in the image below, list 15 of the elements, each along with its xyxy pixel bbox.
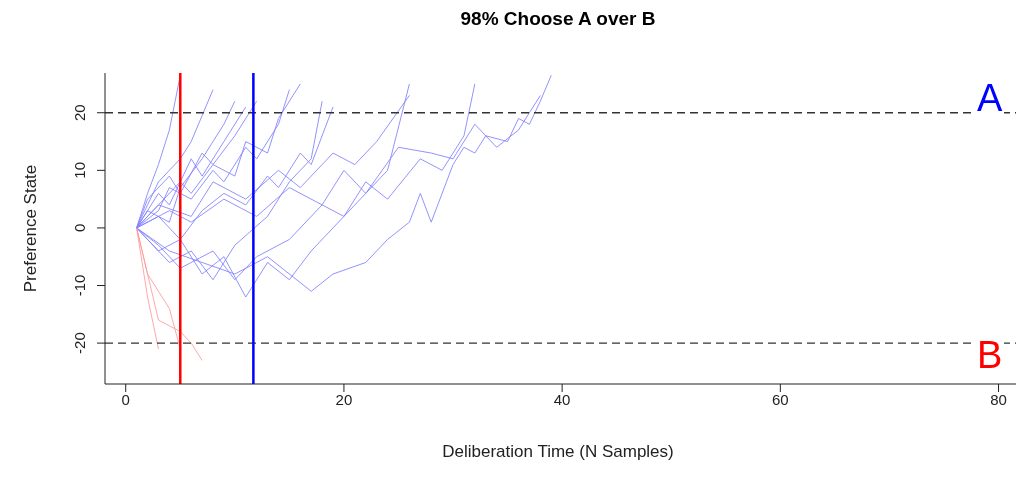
y-axis-title: Preference State xyxy=(21,164,41,293)
y-tick-label: -10 xyxy=(71,274,88,297)
chart-title: 98% Choose A over B xyxy=(459,8,657,31)
x-axis-title: Deliberation Time (N Samples) xyxy=(441,442,675,462)
annotation: A xyxy=(975,77,1005,119)
x-tick-label: 60 xyxy=(772,390,789,408)
y-tick-label: 20 xyxy=(71,104,88,122)
y-tick-label: 10 xyxy=(71,161,88,179)
y-tick-label: 0 xyxy=(71,223,88,233)
x-tick-label: 0 xyxy=(121,390,130,408)
y-tick-label: -20 xyxy=(71,332,88,354)
x-tick-label: 20 xyxy=(335,390,353,408)
annotation: B xyxy=(975,334,1005,376)
x-tick-label: 80 xyxy=(990,390,1007,408)
x-tick-label: 40 xyxy=(553,390,571,408)
